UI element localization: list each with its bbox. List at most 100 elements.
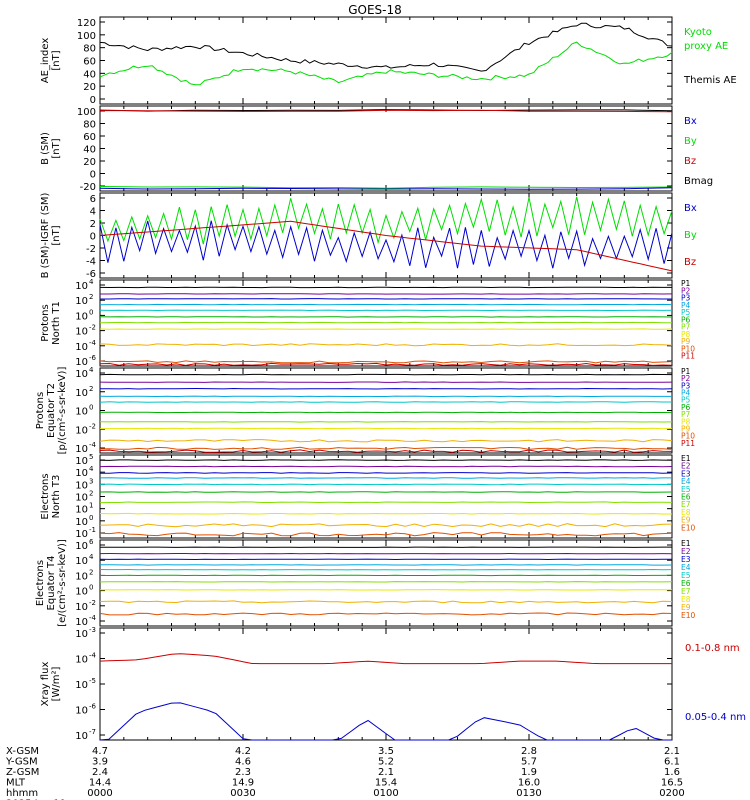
series-trace-e9: [99, 523, 673, 528]
y-axis-label: Protons: [35, 392, 46, 429]
y-tick-label: 10: [75, 731, 88, 742]
legend-item: Bx: [684, 116, 697, 127]
series-trace-e1: [99, 459, 673, 461]
channel-label: E1: [681, 454, 691, 463]
channel-label: P6: [681, 315, 691, 324]
series-trace-bz: [99, 109, 673, 113]
y-tick-label: 4: [90, 207, 96, 218]
channel-label: E3: [681, 469, 691, 478]
channel-label: P4: [681, 301, 691, 310]
series-trace-kyoto-proxy-ae: [99, 41, 673, 86]
footer-value: 0200: [659, 788, 684, 799]
y-tick-label: 10: [75, 425, 88, 436]
footer-value: 2.3: [235, 767, 251, 778]
y-tick-exponent: 0: [89, 404, 93, 412]
y-tick-label: 60: [83, 132, 96, 143]
y-tick-label: 0: [90, 170, 96, 181]
series-trace-e4: [99, 477, 672, 479]
footer-value: 2.4: [92, 767, 108, 778]
legend-item: 0.05-0.4 nm: [685, 712, 746, 723]
y-tick-exponent: -2: [89, 422, 96, 430]
footer-value: 4.7: [92, 746, 108, 757]
channel-label: P11: [681, 439, 695, 448]
y-tick-label: 20: [83, 82, 96, 93]
y-tick-label: 10: [75, 556, 88, 567]
y-tick-exponent: -2: [89, 324, 96, 332]
y-tick-label: 0: [90, 232, 96, 243]
y-tick-label: 10: [75, 357, 88, 368]
footer-value: 0100: [373, 788, 398, 799]
channel-label: P7: [681, 323, 691, 332]
footer-value: 14.4: [89, 778, 111, 789]
y-tick-label: 10: [75, 602, 88, 613]
series-trace-bx: [99, 220, 673, 269]
channel-label: E8: [681, 595, 691, 604]
series-trace-p7: [99, 421, 673, 423]
y-tick-exponent: -4: [89, 614, 97, 622]
footer-row-label: MLT: [6, 778, 26, 789]
legend-item: 0.1-0.8 nm: [685, 643, 740, 654]
channel-label: P4: [681, 389, 691, 398]
y-tick-exponent: -2: [89, 599, 96, 607]
y-tick-label: 10: [75, 629, 88, 640]
y-axis-label: North T1: [51, 301, 62, 345]
channel-label: P6: [681, 403, 691, 412]
y-tick-label: 10: [75, 529, 88, 540]
series-trace-bx: [99, 187, 673, 190]
y-tick-exponent: -5: [89, 677, 96, 685]
series-trace-by: [99, 196, 673, 245]
y-tick-label: -4: [86, 257, 96, 268]
y-tick-exponent: -4: [89, 441, 97, 449]
y-tick-exponent: 2: [89, 490, 93, 498]
series-trace-e10: [99, 612, 673, 616]
y-tick-label: 10: [75, 296, 88, 307]
panel-frame: [99, 16, 673, 105]
footer-value: 15.4: [375, 778, 397, 789]
series-trace-bmag: [99, 109, 673, 112]
channel-label: P3: [681, 294, 691, 303]
y-axis-label: [nT]: [51, 50, 62, 70]
y-axis-label: Electrons: [35, 560, 46, 606]
y-tick-label: 10: [75, 342, 88, 353]
plot-title: GOES-18: [348, 3, 402, 17]
legend-item: Bx: [684, 203, 697, 214]
y-axis-label: [e/(cm²-s-sr-keV)]: [57, 539, 68, 627]
series-trace-0-05-0-4-nm: [99, 702, 672, 741]
legend-item: Bmag: [684, 176, 713, 187]
channel-label: P10: [681, 344, 695, 353]
y-axis-label: Protons: [40, 304, 51, 341]
y-tick-label: 10: [75, 444, 88, 455]
series-trace-e8: [99, 512, 672, 515]
y-axis-label: B (SM)-IGRF (SM): [40, 193, 51, 279]
y-tick-exponent: 6: [89, 538, 94, 546]
channel-label: P11: [681, 352, 695, 361]
y-axis-label: Equator T4: [46, 556, 57, 611]
channel-label: E2: [681, 462, 691, 471]
channel-label: P9: [681, 424, 691, 433]
y-tick-label: 10: [75, 456, 88, 467]
channel-label: P8: [681, 417, 691, 426]
y-tick-label: 20: [83, 157, 96, 168]
series-trace-p10: [99, 446, 673, 450]
y-tick-label: 10: [75, 388, 88, 399]
y-tick-label: 40: [83, 69, 96, 80]
channel-label: E7: [681, 500, 691, 509]
series-trace-p11: [99, 362, 673, 366]
y-tick-label: 10: [75, 505, 88, 516]
footer-value: 2.1: [378, 767, 394, 778]
footer-value: 5.2: [378, 757, 394, 768]
y-tick-label: 10: [75, 281, 88, 292]
y-tick-label: 10: [75, 493, 88, 504]
y-tick-exponent: 4: [89, 278, 94, 286]
footer-value: 16.5: [661, 778, 683, 789]
channel-label: E3: [681, 555, 691, 564]
y-tick-label: 10: [75, 468, 88, 479]
footer-value: 0030: [230, 788, 255, 799]
y-tick-exponent: -1: [89, 526, 96, 534]
series-trace-p3: [99, 387, 673, 390]
